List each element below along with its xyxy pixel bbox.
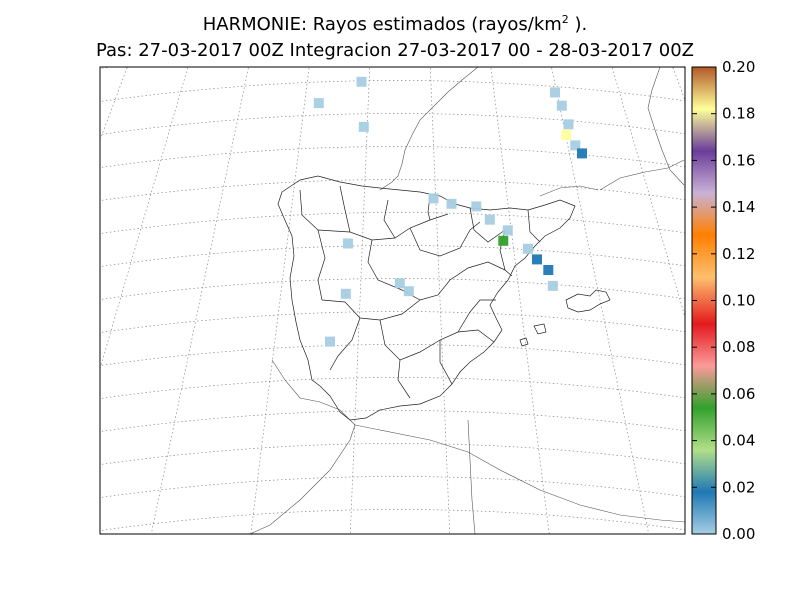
meridian-line: [150, 67, 249, 534]
lightning-cell: [561, 129, 572, 140]
colorbar-tick-label: 0.08: [722, 338, 755, 356]
colorbar-tick-label: 0.06: [722, 385, 755, 403]
colorbar: 0.00 0.02 0.04 0.06 0.08 0.10 0.12 0.14 0.16 0.18…: [691, 58, 755, 543]
map-frame: [99, 66, 686, 535]
parallel-line: [100, 80, 685, 102]
graticule: [90, 67, 700, 566]
iberia-outline: [277, 175, 576, 421]
colorbar-tick-label: 0.18: [722, 105, 755, 123]
colorbar-tick-label: 0.10: [722, 292, 755, 310]
colorbar-tick-label: 0.02: [722, 478, 755, 496]
parallel-line: [100, 443, 685, 465]
parallel-line: [100, 113, 685, 135]
lightning-cell: [498, 235, 509, 246]
colorbar-tick-label: 0.20: [722, 58, 755, 76]
colorbar-tick-label: 0.12: [722, 245, 755, 263]
lightning-cell: [340, 288, 351, 299]
lightning-cells: [313, 50, 587, 347]
colorbar-tick-label: 0.14: [722, 198, 755, 216]
lightning-cell: [547, 280, 558, 291]
meridian-line: [551, 67, 650, 534]
meridian-line: [349, 67, 371, 534]
colorbar-tick-label: 0.04: [722, 432, 755, 450]
lightning-cell: [343, 238, 353, 249]
parallel-line: [90, 543, 700, 566]
parallel-line: [100, 344, 685, 366]
meridian-line: [611, 67, 685, 319]
meridian-line: [250, 67, 310, 534]
lightning-cell: [359, 50, 369, 60]
parallel-line: [100, 311, 685, 333]
lightning-cell: [325, 336, 335, 347]
lightning-cell: [550, 87, 560, 98]
title-superscript: 2: [561, 13, 569, 26]
lightning-cell: [577, 148, 587, 159]
parallel-line: [100, 179, 685, 201]
parallel-line: [100, 146, 685, 168]
lightning-cell: [556, 100, 567, 111]
chart-title-line2: Pas: 27-03-2017 00Z Integracion 27-03-20…: [95, 40, 694, 61]
lightning-cell: [532, 254, 542, 265]
lightning-cell: [484, 214, 495, 225]
colorbar-tick-label: 0.00: [722, 525, 755, 543]
lightning-cell: [313, 98, 324, 109]
meridian-line: [490, 67, 550, 534]
lightning-cell: [563, 119, 574, 130]
lightning-cell: [446, 198, 457, 209]
lightning-cell: [356, 76, 367, 87]
parallel-line: [100, 377, 685, 399]
lightning-cell: [543, 265, 554, 275]
parallel-line: [100, 509, 685, 531]
lightning-cell: [394, 278, 405, 289]
parallel-line: [100, 410, 685, 432]
lightning-cell: [428, 193, 439, 204]
meridian-line: [100, 67, 128, 141]
title-prefix: HARMONIE: Rayos estimados (rayos/km: [202, 14, 562, 35]
lightning-cell: [403, 286, 414, 297]
chart-title-line1: HARMONIE: Rayos estimados (rayos/km2 ).: [0, 14, 790, 36]
coastline: [249, 67, 685, 534]
lightning-cell: [502, 225, 513, 236]
lightning-cell: [570, 140, 581, 151]
parallel-line: [100, 245, 685, 267]
parallel-line: [100, 212, 685, 234]
title-suffix: ).: [568, 14, 588, 35]
balearic-islands: [519, 289, 611, 347]
meridian-line: [429, 67, 451, 534]
parallel-line: [100, 476, 685, 498]
lightning-cell: [471, 201, 482, 212]
lightning-cell: [358, 121, 369, 132]
meridian-line: [100, 67, 189, 370]
colorbar-tick-label: 0.16: [722, 151, 755, 169]
lightning-cell: [523, 243, 533, 254]
